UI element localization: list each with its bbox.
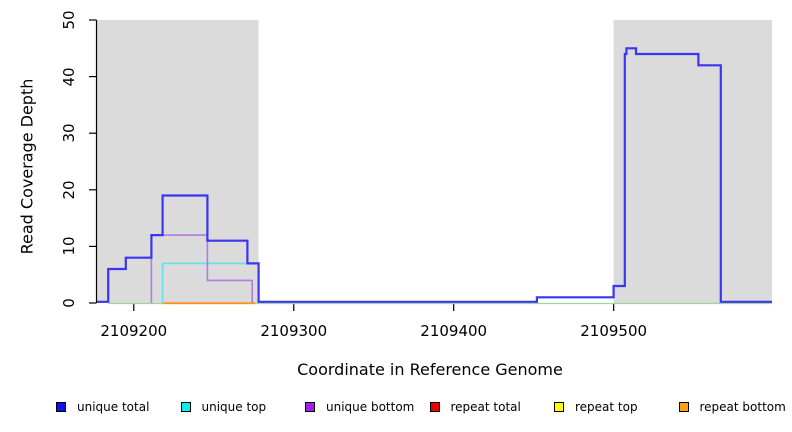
legend-swatch-icon — [56, 401, 66, 412]
y-tick-label: 50 — [60, 10, 78, 30]
shaded-region-1 — [613, 20, 772, 303]
y-tick-label: 0 — [60, 298, 78, 308]
x-tick-label: 2109200 — [100, 322, 168, 340]
x-tick-label: 2109400 — [420, 322, 488, 340]
shaded-region-0 — [97, 20, 259, 303]
legend-label: unique total — [77, 399, 150, 414]
legend-label: unique top — [201, 399, 267, 414]
legend-swatch-icon — [429, 401, 440, 412]
legend-item-repeat-total: repeat total — [429, 399, 521, 414]
series-line-unique-total — [97, 47, 772, 303]
legend-label: repeat top — [575, 399, 638, 414]
y-tick-label: 10 — [60, 236, 78, 256]
legend-item-unique-total: unique total — [56, 399, 149, 414]
legend-swatch-icon — [678, 401, 689, 412]
legend-item-unique-bottom: unique bottom — [305, 399, 414, 414]
legend: unique total unique top unique bottom repea… — [0, 399, 792, 417]
legend-swatch-icon — [180, 401, 191, 412]
x-tick-label: 2109500 — [580, 322, 648, 340]
legend-label: unique bottom — [326, 399, 415, 414]
legend-swatch-icon — [554, 401, 564, 412]
legend-item-repeat-top: repeat top — [554, 399, 638, 414]
x-axis-title: Coordinate in Reference Genome — [297, 360, 563, 379]
y-axis-title: Read Coverage Depth — [17, 78, 37, 255]
legend-item-unique-top: unique top — [180, 399, 267, 414]
y-tick-label: 20 — [60, 180, 78, 200]
x-tick-label: 2109300 — [260, 322, 328, 340]
y-tick-label: 40 — [60, 67, 78, 87]
legend-label: repeat total — [450, 399, 521, 414]
y-tick-label: 30 — [60, 123, 78, 143]
legend-swatch-icon — [305, 401, 315, 412]
legend-item-repeat-bottom: repeat bottom — [678, 399, 786, 414]
legend-label: repeat bottom — [699, 399, 786, 414]
